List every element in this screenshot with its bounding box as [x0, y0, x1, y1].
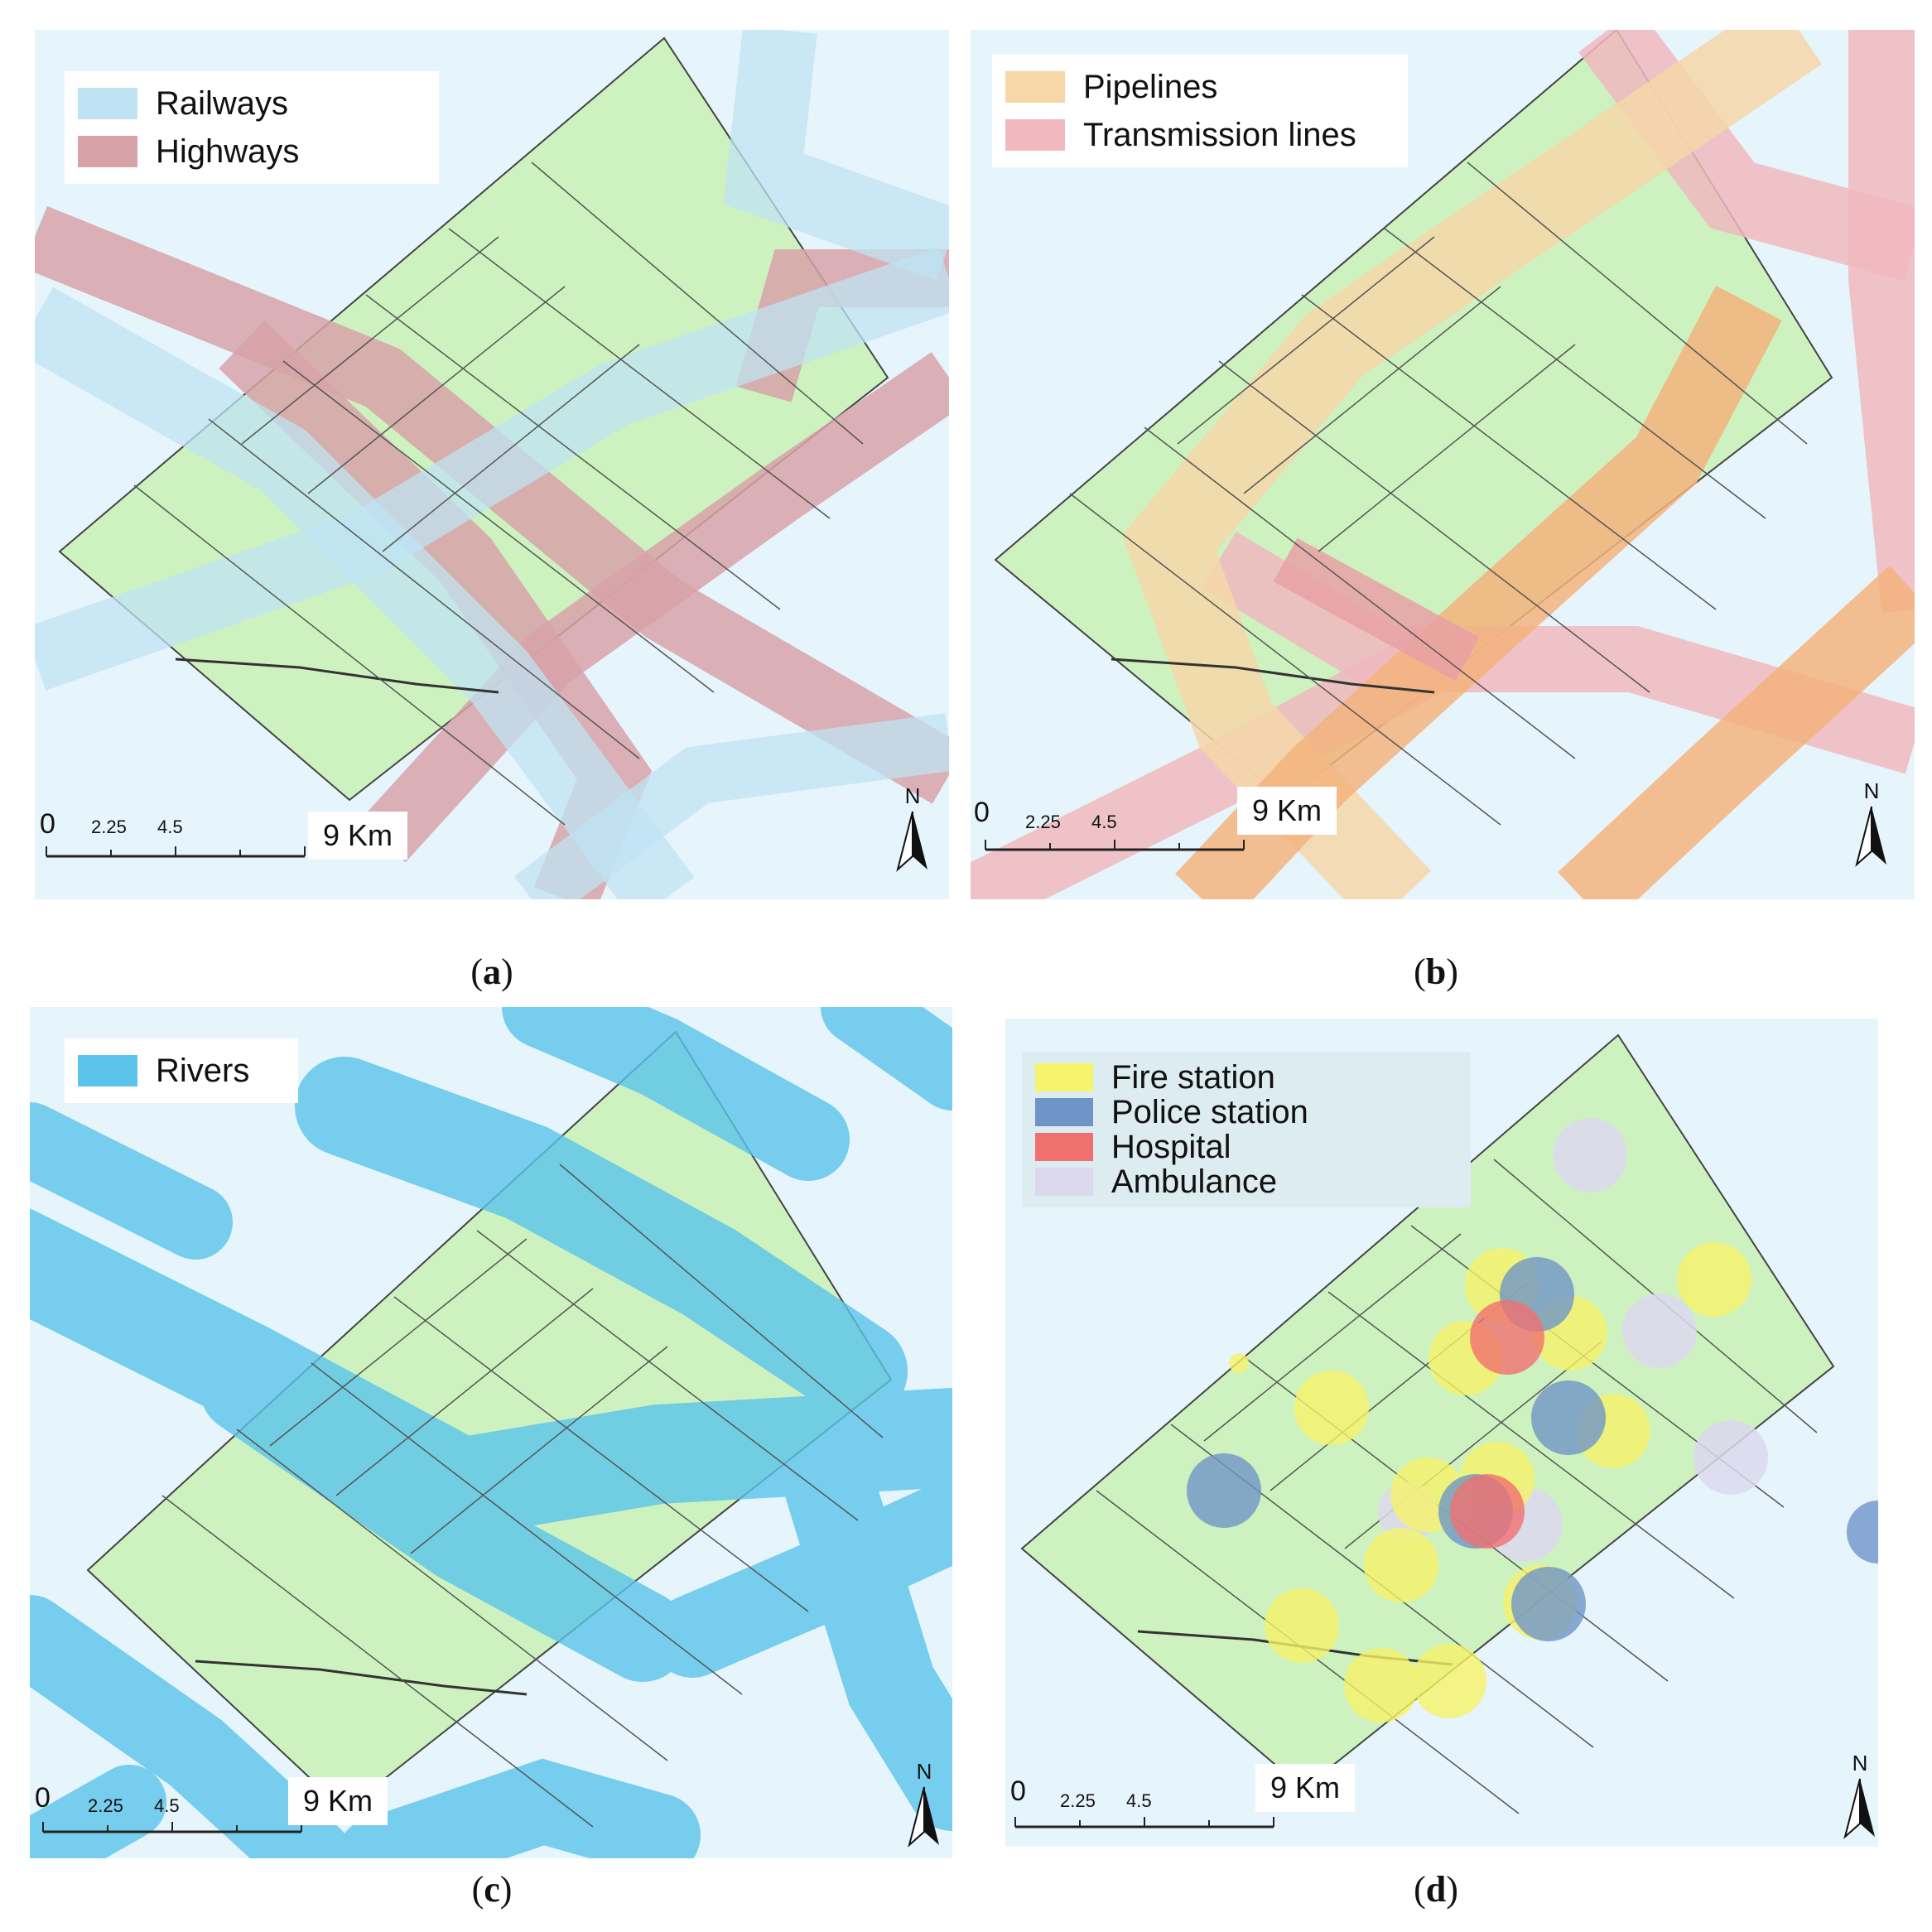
legend-row: Hospital [1035, 1128, 1457, 1165]
scale-end-label: 9 Km [288, 1777, 388, 1825]
legend-label: Railways [156, 84, 289, 122]
legend-row: Railways [78, 79, 426, 128]
north-label: N [1864, 778, 1880, 803]
scale-zero-label: 0 [974, 797, 990, 828]
highway-buffer [359, 352, 949, 863]
river-line [175, 658, 499, 694]
caption-d: (d) [1414, 1869, 1458, 1910]
north-arrow-icon: N [908, 1759, 939, 1848]
scale-bar [46, 846, 306, 858]
legend-swatch [1005, 71, 1065, 103]
legend-swatch [1035, 1133, 1093, 1161]
legend-a: Railways Highways [65, 71, 439, 184]
scale-tick-label: 4.5 [154, 1795, 180, 1816]
north-label: N [905, 783, 921, 808]
railway-buffer [35, 287, 695, 899]
river-line [195, 1660, 528, 1696]
legend-row: Fire station [1035, 1058, 1457, 1096]
legend-swatch [1005, 119, 1065, 151]
legend-swatch [1035, 1168, 1093, 1196]
legend-swatch [1035, 1098, 1093, 1126]
parcel-lines [133, 161, 864, 826]
map-panel-c: Rivers 0 2.25 4.5 9 Km N [30, 1007, 952, 1858]
map-panel-d: Fire station Police station Hospital Amb… [1005, 1019, 1878, 1847]
scale-end-label: 9 Km [1237, 787, 1337, 835]
scale-bar [42, 1822, 302, 1833]
transmission-buffer [1848, 30, 1915, 613]
river-buffers [30, 1007, 952, 1858]
legend-row: Pipelines [1005, 63, 1395, 111]
caption-a: (a) [470, 952, 513, 992]
scale-tick-label: 2.25 [88, 1795, 123, 1816]
north-arrow-icon: N [1855, 778, 1886, 867]
north-label: N [1853, 1751, 1868, 1775]
legend-row: Rivers [78, 1047, 285, 1095]
legend-label: Pipelines [1083, 68, 1218, 105]
legend-label: Ambulance [1111, 1163, 1278, 1200]
scale-tick-label: 2.25 [1025, 812, 1061, 832]
map-canvas-c [30, 1007, 952, 1858]
scale-tick-label: 2.25 [1060, 1790, 1096, 1811]
river-line [1111, 658, 1435, 694]
transmission-buffer [1273, 537, 1480, 682]
legend-swatch [78, 136, 137, 167]
scale-bar [1014, 1817, 1274, 1828]
scale-end-label: 9 Km [308, 812, 408, 860]
legend-label: Fire station [1111, 1058, 1275, 1096]
scale-zero-label: 0 [1010, 1775, 1026, 1807]
legend-swatch [78, 88, 137, 119]
hospital-buffers [1450, 1300, 1544, 1549]
north-label: N [917, 1759, 932, 1784]
legend-row: Police station [1035, 1093, 1457, 1130]
railway-buffer [35, 247, 949, 691]
pipeline-buffer [1558, 565, 1915, 899]
railway-buffer [514, 713, 949, 899]
parcel-lines [1069, 161, 1808, 826]
caption-b: (b) [1414, 952, 1458, 992]
scale-tick-label: 4.5 [157, 817, 183, 837]
legend-c: Rivers [65, 1038, 298, 1103]
scale-tick-label: 4.5 [1126, 1790, 1152, 1811]
highway-buffer [35, 205, 949, 804]
caption-c: (c) [471, 1869, 513, 1910]
map-canvas-d [1020, 1033, 1878, 1814]
map-panel-b: Pipelines Transmission lines 0 2.25 4.5 … [971, 30, 1915, 899]
north-arrow-icon: N [1843, 1751, 1875, 1839]
legend-d: Fire station Police station Hospital Amb… [1022, 1052, 1471, 1207]
map-canvas-b [971, 30, 1915, 899]
legend-label: Police station [1111, 1093, 1308, 1130]
scale-tick-label: 2.25 [91, 817, 127, 837]
legend-row: Transmission lines [1005, 111, 1395, 159]
scale-bar [985, 840, 1245, 851]
scale-tick-label: 4.5 [1091, 812, 1117, 832]
legend-label: Hospital [1111, 1128, 1231, 1165]
legend-row: Ambulance [1035, 1163, 1457, 1200]
scale-end-label: 9 Km [1255, 1764, 1356, 1812]
legend-b: Pipelines Transmission lines [992, 55, 1408, 167]
map-panel-a: Railways Highways 0 2.25 4.5 9 Km N [35, 30, 949, 899]
legend-swatch [1035, 1063, 1093, 1091]
legend-row: Highways [78, 128, 426, 176]
scale-zero-label: 0 [35, 1782, 51, 1814]
legend-label: Highways [156, 132, 300, 170]
parcel-lines [161, 1164, 884, 1828]
scale-zero-label: 0 [40, 808, 55, 840]
legend-label: Rivers [156, 1052, 250, 1089]
legend-swatch [78, 1055, 137, 1086]
map-canvas-a [35, 30, 949, 899]
legend-label: Transmission lines [1083, 116, 1356, 153]
north-arrow-icon: N [896, 783, 927, 872]
railway-buffer [723, 30, 949, 281]
